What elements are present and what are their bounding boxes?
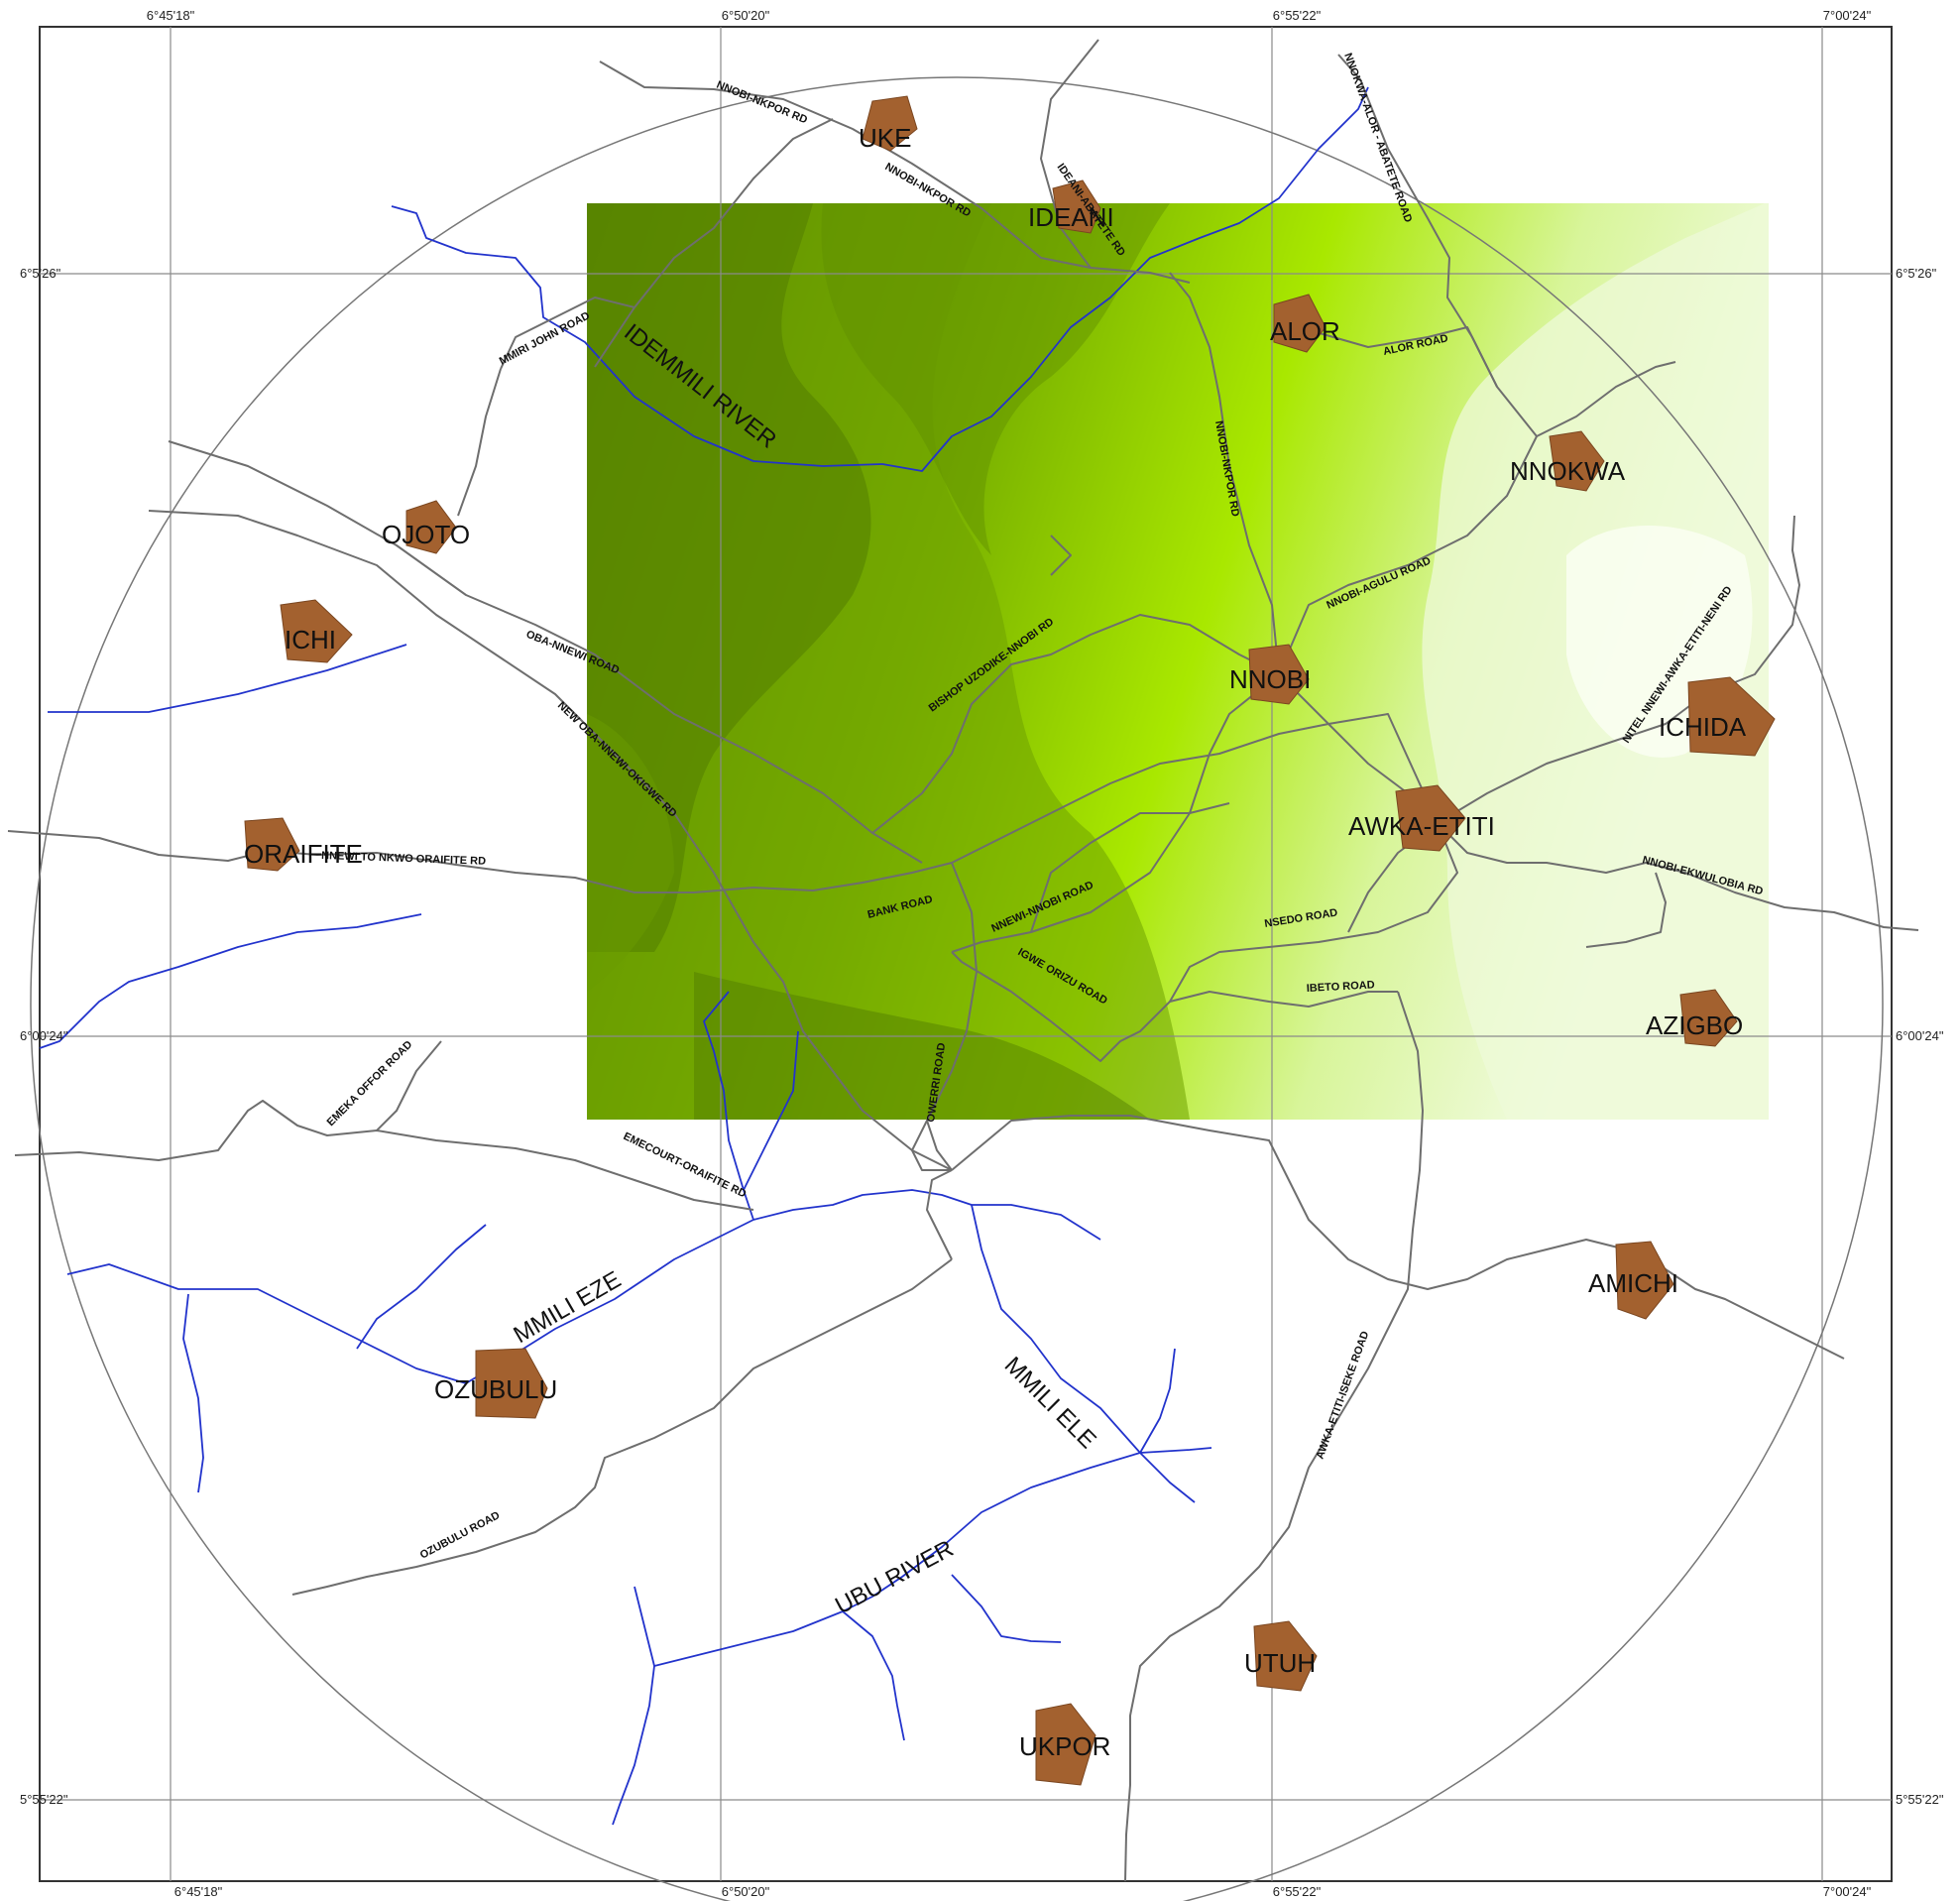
road-label-13: NNEWI TO NKWO ORAIFITE RD (321, 850, 486, 868)
town-label-uke: UKE (859, 123, 911, 153)
town-marker-alor (1273, 294, 1326, 353)
town-marker-ozubulu (475, 1348, 548, 1419)
town-marker-nnobi (1248, 644, 1310, 705)
town-label-awka-etiti: AWKA-ETITI (1348, 811, 1495, 841)
town-markers (244, 95, 1776, 1786)
river-label-ubu: UBU RIVER (831, 1535, 958, 1619)
river-mmili-eze (66, 1189, 1101, 1384)
river-label-mmili-eze: MMILI EZE (510, 1266, 626, 1349)
river-mmili-ele (971, 1204, 1196, 1503)
lat-label-right-3: 5°55'22" (1896, 1792, 1944, 1807)
river-idemmili (391, 86, 1369, 472)
lon-label-bottom-2: 6°50'20" (722, 1884, 770, 1899)
lat-label-right-2: 6°00'24" (1896, 1028, 1944, 1043)
town-marker-nnokwa (1549, 430, 1605, 492)
town-marker-ojoto (405, 500, 457, 554)
town-label-alor: ALOR (1270, 316, 1340, 346)
river-ubu (653, 1452, 1141, 1667)
town-label-ozubulu: OZUBULU (434, 1374, 557, 1404)
study-area-circle (30, 76, 1884, 1901)
lon-label-top-3: 6°55'22" (1273, 8, 1322, 23)
town-label-ichida: ICHIDA (1659, 712, 1747, 742)
town-label-ojoto: OJOTO (382, 520, 470, 549)
lon-label-top-4: 7°00'24" (1823, 8, 1872, 23)
town-labels: UKE IDEANI ALOR NNOKWA OJOTO ICHI NNOBI … (244, 123, 1747, 1761)
town-marker-oraifite (244, 817, 300, 872)
road-label-20: EMEKA OFFOR ROAD (325, 1038, 415, 1129)
road-label-24: OZUBULU ROAD (418, 1509, 502, 1562)
town-marker-uke (862, 95, 918, 152)
map-frame (39, 26, 1893, 1882)
town-marker-awka-etiti (1395, 784, 1466, 852)
town-label-nnokwa: NNOKWA (1510, 456, 1626, 486)
town-label-utuh: UTUH (1244, 1648, 1316, 1678)
lon-label-top-2: 6°50'20" (722, 8, 770, 23)
town-marker-amichi (1615, 1241, 1674, 1320)
town-label-azigbo: AZIGBO (1646, 1010, 1743, 1040)
town-label-ukpor: UKPOR (1019, 1731, 1110, 1761)
town-marker-ideani (1052, 179, 1101, 234)
lat-label-left-1: 6°5'26" (20, 266, 61, 281)
lon-label-top-1: 6°45'18" (147, 8, 195, 23)
town-label-ichi: ICHI (285, 625, 336, 654)
road-network (7, 39, 1919, 1882)
town-label-oraifite: ORAIFITE (244, 839, 363, 869)
lon-label-bottom-1: 6°45'18" (174, 1884, 223, 1899)
town-label-amichi: AMICHI (1588, 1268, 1678, 1298)
town-marker-utuh (1253, 1620, 1318, 1692)
river-network (39, 86, 1369, 1826)
lat-label-left-3: 5°55'22" (20, 1792, 68, 1807)
town-marker-azigbo (1679, 989, 1738, 1047)
town-label-nnobi: NNOBI (1229, 664, 1311, 694)
lat-label-left-2: 6°00'24" (20, 1028, 68, 1043)
town-marker-ichida (1687, 676, 1776, 757)
town-label-ideani: IDEANI (1028, 202, 1114, 232)
coordinate-labels: 6°45'18" 6°50'20" 6°55'22" 7°00'24" 6°45… (20, 8, 1944, 1899)
road-label-19: IBETO ROAD (1307, 979, 1375, 995)
road-label-1: NNOBI-NKPOR RD (715, 79, 809, 127)
town-marker-ukpor (1035, 1703, 1096, 1786)
lon-label-bottom-4: 7°00'24" (1823, 1884, 1872, 1899)
river-label-mmili-ele: MMILI ELE (999, 1352, 1101, 1454)
lat-label-right-1: 6°5'26" (1896, 266, 1937, 281)
road-label-4: NNOKWA-ALOR - ABATETE ROAD (1341, 52, 1414, 224)
town-marker-ichi (280, 599, 353, 663)
elevation-raster (587, 203, 1769, 1120)
lon-label-bottom-3: 6°55'22" (1273, 1884, 1322, 1899)
road-label-23: AWKA-ETITI-ISEKE ROAD (1315, 1330, 1372, 1461)
